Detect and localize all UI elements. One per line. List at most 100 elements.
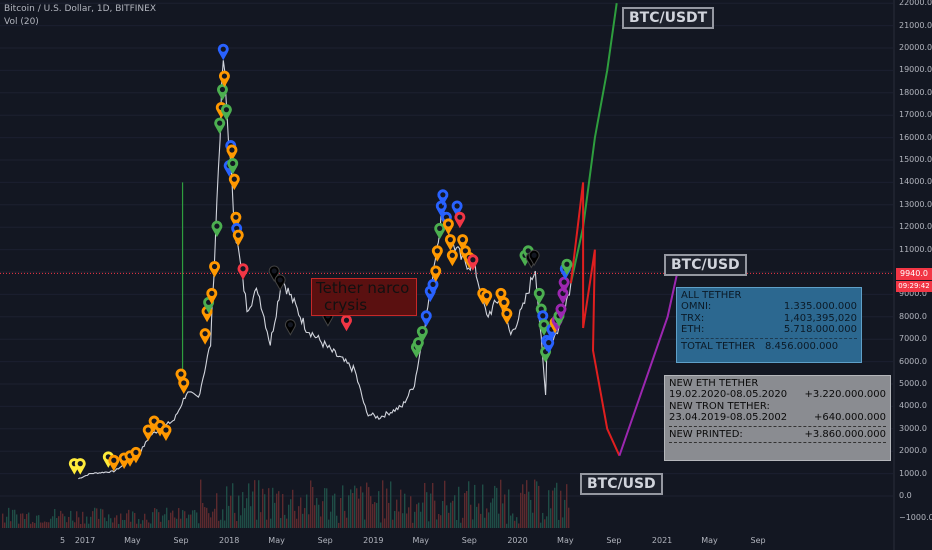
signal-marker-green: [412, 337, 424, 354]
volume-bar: [390, 481, 392, 528]
volume-bar: [318, 504, 320, 528]
volume-bar: [488, 512, 490, 528]
time-tick-label: Sep: [173, 536, 189, 545]
volume-bar: [138, 519, 140, 528]
volume-bar: [380, 522, 382, 528]
volume-bar: [548, 490, 550, 528]
volume-bar: [82, 511, 84, 528]
marker-hole: [202, 331, 208, 337]
marker-hole: [219, 86, 226, 93]
signal-marker-green: [533, 287, 545, 305]
volume-bar: [514, 520, 516, 528]
volume-bar: [234, 512, 236, 528]
volume-bar: [38, 515, 40, 528]
volume-bar: [496, 487, 498, 528]
volume-bar: [236, 521, 238, 528]
marker-hole: [445, 221, 451, 227]
volume-bar: [354, 485, 356, 528]
signal-marker-orange: [199, 328, 211, 345]
volume-bar: [344, 510, 346, 528]
volume-bar: [32, 521, 34, 528]
volume-bar: [112, 522, 114, 528]
marker-hole: [217, 120, 223, 126]
volume-bar: [174, 517, 176, 528]
btc-usdt-label: BTC/USDT: [622, 7, 715, 29]
volume-bar: [202, 502, 204, 528]
volume-bar: [170, 512, 172, 528]
btc-usd-label-right: BTC/USD: [664, 254, 747, 276]
volume-bar: [92, 511, 94, 528]
volume-bar: [316, 498, 318, 528]
volume-bar: [564, 499, 566, 528]
new-tron-tether-title: NEW TRON TETHER:: [669, 400, 770, 412]
signal-marker-blue: [451, 200, 463, 218]
signal-marker-green: [214, 117, 226, 135]
volume-bar: [306, 494, 308, 528]
signal-marker-green: [416, 325, 428, 343]
volume-bar: [324, 488, 326, 528]
price-tick-label: 2000.0: [899, 446, 927, 456]
time-tick-label: Sep: [750, 536, 766, 545]
volume-bar: [346, 517, 348, 528]
time-tick-label: May: [701, 536, 718, 545]
volume-bar: [416, 504, 418, 528]
volume-bar: [280, 518, 282, 528]
volume-bar: [250, 506, 252, 528]
volume-bar: [364, 519, 366, 528]
volume-bar: [374, 502, 376, 528]
volume-bar: [254, 480, 256, 528]
marker-hole: [271, 268, 277, 274]
marker-hole: [561, 279, 567, 285]
marker-hole: [151, 418, 157, 424]
volume-bar: [86, 516, 88, 528]
all-tether-value: 1,403,395,020: [783, 312, 857, 324]
price-tick-label: 9000.0: [899, 289, 927, 299]
volume-bar: [544, 519, 546, 528]
volume-bar: [538, 485, 540, 528]
volume-bar: [102, 509, 104, 528]
volume-bar: [312, 486, 314, 528]
volume-bar: [146, 519, 148, 528]
volume-bar: [44, 521, 46, 528]
volume-bar: [104, 517, 106, 528]
volume-bar: [458, 486, 460, 528]
volume-bar: [4, 522, 6, 528]
time-tick-label: 2019: [363, 536, 384, 545]
new-tether-divider: [669, 425, 886, 427]
volume-bar: [384, 518, 386, 528]
volume-bar: [244, 508, 246, 528]
volume-bar: [68, 516, 70, 528]
volume-bar: [256, 519, 258, 528]
volume-bar: [36, 515, 38, 528]
marker-hole: [501, 299, 507, 305]
volume-indicator-label[interactable]: Vol (20): [4, 17, 39, 27]
new-eth-period: 19.02.2020-08.05.2020: [669, 389, 788, 401]
volume-bar: [94, 507, 96, 528]
volume-bar: [284, 514, 286, 528]
marker-hole: [531, 252, 537, 258]
volume-bar: [342, 485, 344, 528]
signal-marker-blue: [437, 189, 449, 206]
volume-bar: [292, 489, 294, 528]
volume-bar: [268, 488, 270, 528]
volume-bar: [120, 513, 122, 528]
new-tron-value: +640.000.000: [814, 412, 886, 424]
volume-bar: [536, 481, 538, 528]
marker-hole: [223, 107, 230, 113]
new-tether-divider: [669, 441, 886, 443]
signal-marker-blue: [543, 337, 555, 354]
volume-bar: [542, 512, 544, 528]
volume-bar: [88, 523, 90, 528]
volume-bar: [406, 513, 408, 528]
marker-hole: [343, 317, 350, 323]
signal-marker-green: [227, 157, 239, 175]
volume-bar: [486, 508, 488, 528]
marker-hole: [536, 290, 542, 296]
price-tick-label: 0.0: [899, 491, 912, 500]
volume-bar: [326, 488, 328, 528]
signal-marker-red: [467, 254, 479, 271]
signal-marker-red: [454, 211, 466, 229]
volume-bar: [162, 515, 164, 528]
all-tether-box: ALL TETHER OMNI: 1.335.000.000 TRX: 1,403,…: [676, 287, 862, 363]
